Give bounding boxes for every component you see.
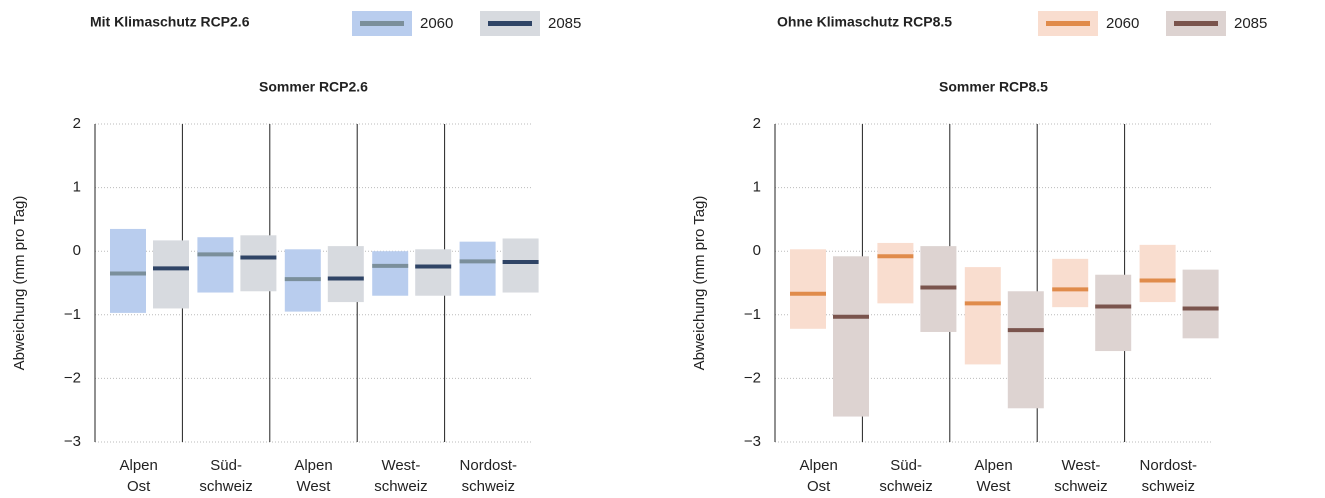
chart-title: Sommer RCP8.5 [939, 79, 1048, 95]
range-box [1182, 269, 1219, 339]
y-tick-label: −2 [64, 369, 81, 386]
range-box [790, 249, 826, 329]
range-box [110, 228, 146, 313]
x-tick-label: schweiz [1142, 478, 1195, 495]
y-tick-label: −1 [744, 306, 761, 323]
x-tick-label: schweiz [1054, 478, 1107, 495]
legend-label: 2060 [1106, 15, 1139, 32]
y-tick-label: −2 [744, 369, 761, 386]
range-box [1007, 291, 1044, 409]
range-box [459, 241, 496, 296]
range-box [240, 235, 277, 292]
x-tick-label: Nordost- [1140, 457, 1198, 474]
x-tick-label: schweiz [879, 478, 932, 495]
y-tick-label: −1 [64, 306, 81, 323]
x-tick-label: Alpen [294, 457, 332, 474]
y-axis-label: Abweichung (mm pro Tag) [11, 196, 28, 371]
range-box [502, 238, 539, 293]
range-box [833, 256, 869, 417]
x-tick-label: schweiz [199, 478, 252, 495]
x-tick-label: West- [381, 457, 420, 474]
legend-title: Ohne Klimaschutz RCP8.5 [777, 14, 952, 30]
legend-label: 2085 [548, 15, 581, 32]
range-box [1095, 274, 1132, 352]
x-tick-label: West [297, 478, 332, 495]
x-tick-label: schweiz [462, 478, 515, 495]
x-tick-label: schweiz [374, 478, 427, 495]
legend-title: Mit Klimaschutz RCP2.6 [90, 14, 250, 30]
y-axis-label: Abweichung (mm pro Tag) [691, 196, 708, 371]
y-tick-label: 1 [753, 179, 761, 196]
range-box [415, 249, 452, 296]
y-tick-label: −3 [744, 433, 761, 450]
range-box [1052, 258, 1089, 308]
y-tick-label: 2 [753, 115, 761, 132]
range-box [153, 240, 189, 309]
x-tick-label: Ost [807, 478, 831, 495]
y-tick-label: −3 [64, 433, 81, 450]
y-tick-label: 0 [73, 242, 81, 259]
x-tick-label: Alpen [800, 457, 838, 474]
x-tick-label: Süd- [210, 457, 242, 474]
y-tick-label: 0 [753, 242, 761, 259]
range-box [1139, 244, 1176, 303]
range-box [197, 237, 234, 293]
y-tick-label: 1 [73, 179, 81, 196]
legend-label: 2060 [420, 15, 453, 32]
range-box [372, 251, 409, 296]
x-tick-label: West [977, 478, 1012, 495]
chart-title: Sommer RCP2.6 [259, 79, 368, 95]
x-tick-label: Alpen [120, 457, 158, 474]
x-tick-label: Nordost- [460, 457, 518, 474]
x-tick-label: Süd- [890, 457, 922, 474]
x-tick-label: Ost [127, 478, 151, 495]
x-tick-label: Alpen [974, 457, 1012, 474]
range-box [877, 242, 914, 304]
range-box [327, 246, 364, 303]
x-tick-label: West- [1061, 457, 1100, 474]
y-tick-label: 2 [73, 115, 81, 132]
legend-label: 2085 [1234, 15, 1267, 32]
range-box [964, 267, 1001, 365]
